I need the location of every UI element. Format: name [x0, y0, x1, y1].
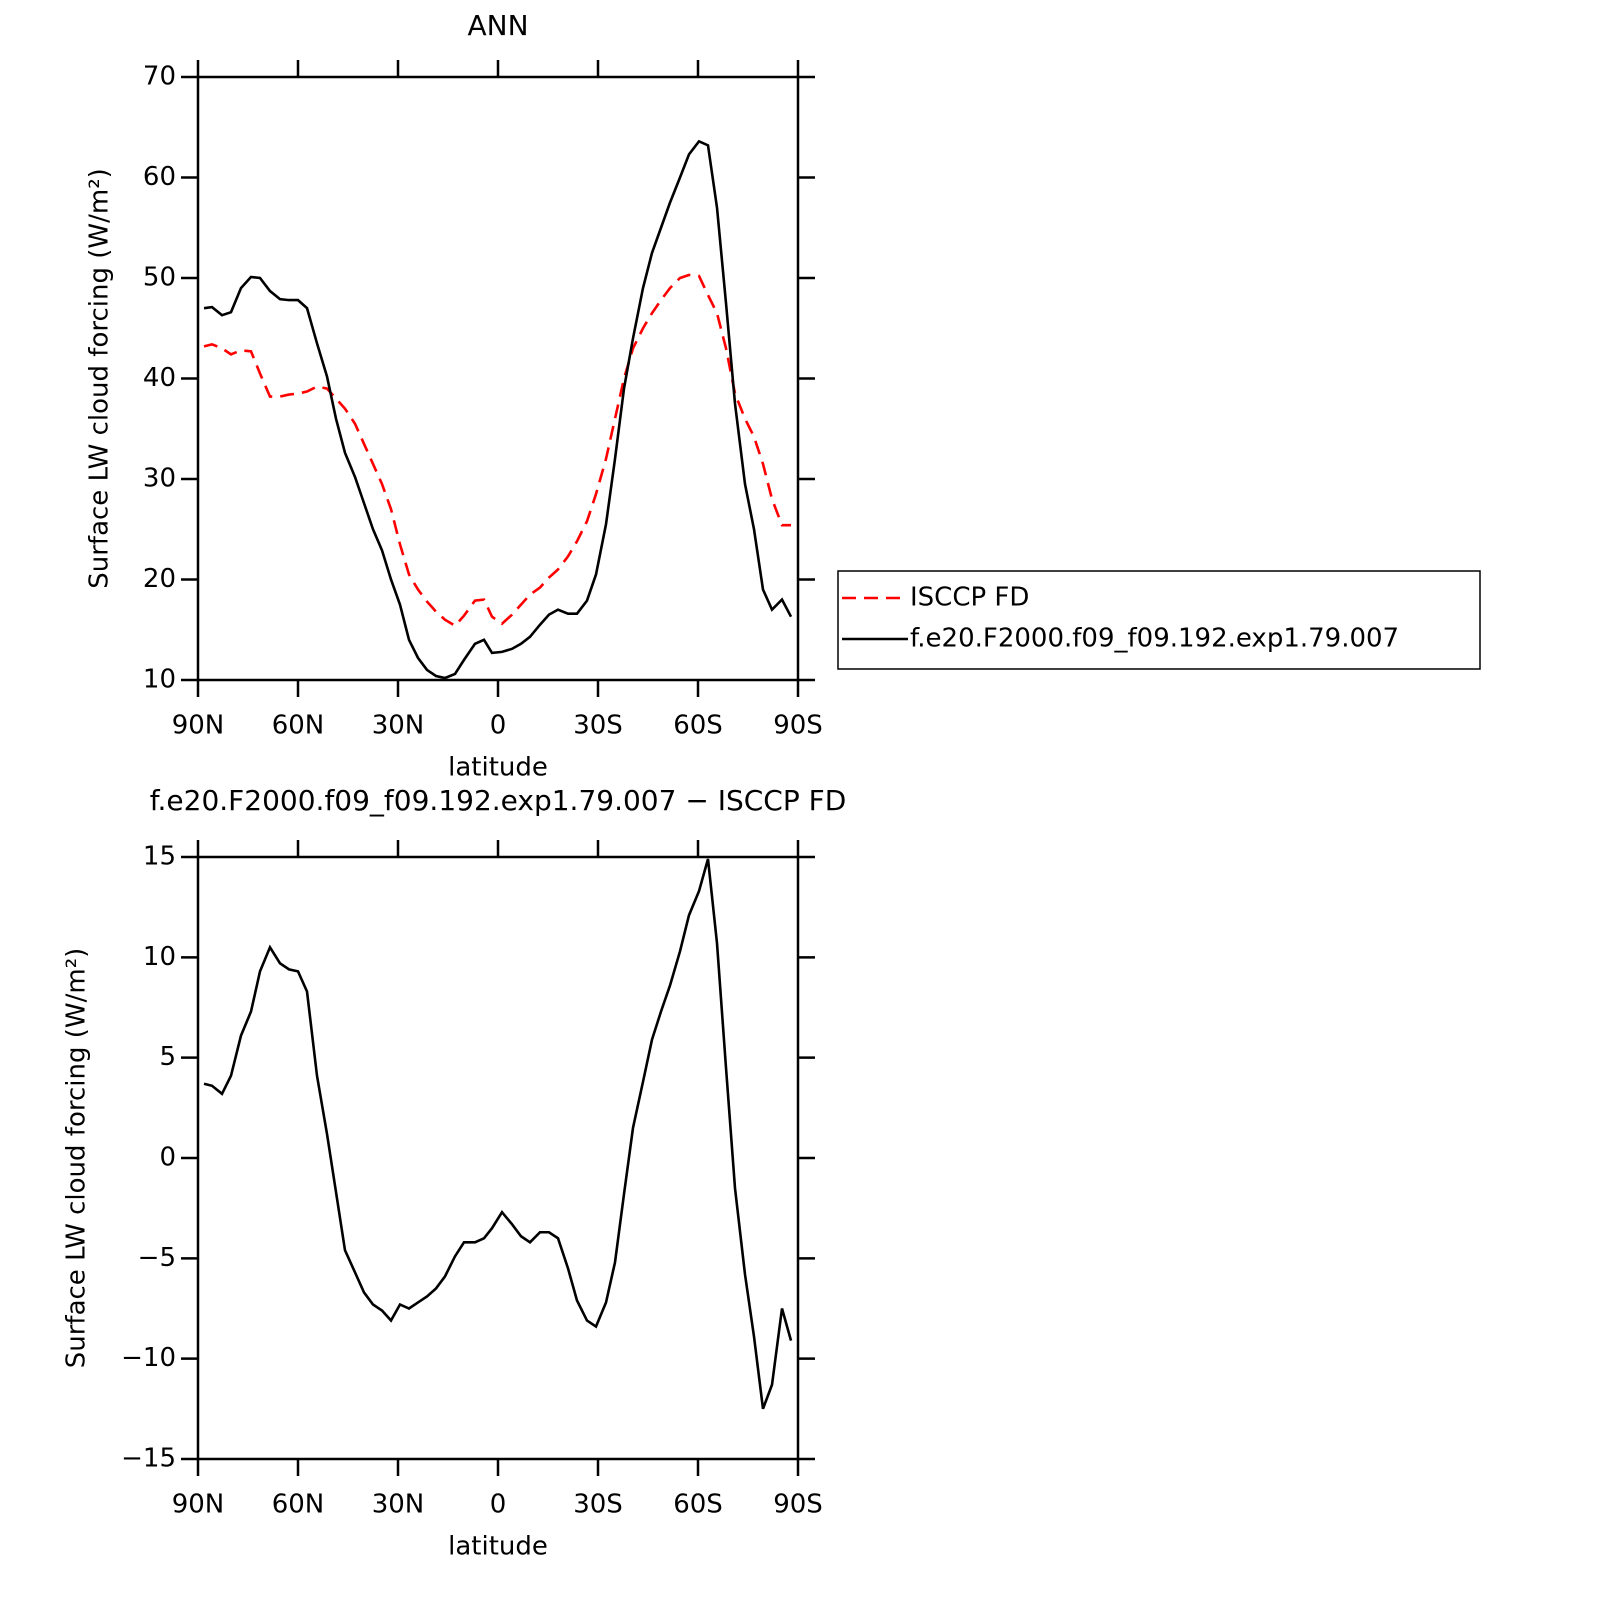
y-tick-label: 70 [143, 62, 176, 92]
y-tick-label: −5 [138, 1243, 176, 1273]
chart-title: f.e20.F2000.f09_f09.192.exp1.79.007 − IS… [150, 784, 847, 817]
x-tick-label: 0 [490, 1490, 507, 1520]
y-tick-label: 10 [143, 942, 176, 972]
y-tick-label: 20 [143, 564, 176, 594]
x-tick-label: 60S [673, 711, 723, 741]
plot-frame [196, 855, 800, 1461]
x-tick-label: 60N [272, 1490, 325, 1520]
y-axis-label: Surface LW cloud forcing (W/m²) [85, 168, 115, 589]
y-tick-label: −10 [121, 1343, 176, 1373]
data-line [203, 858, 793, 1410]
legend-box [837, 570, 1481, 670]
y-tick-label: 30 [143, 464, 176, 494]
y-tick-label: 0 [159, 1143, 176, 1173]
legend-label: f.e20.F2000.f09_f09.192.exp1.79.007 [910, 624, 1399, 654]
x-tick-label: 90N [172, 711, 225, 741]
x-tick-label: 30N [372, 711, 425, 741]
y-tick-label: 15 [143, 842, 176, 872]
y-tick-label: −15 [121, 1444, 176, 1474]
data-line [203, 273, 791, 628]
data-line [203, 139, 793, 680]
x-axis-label: latitude [448, 753, 548, 783]
plot-frame [196, 75, 800, 682]
y-axis-label: Surface LW cloud forcing (W/m²) [62, 948, 92, 1369]
x-tick-label: 30N [372, 1490, 425, 1520]
x-tick-label: 0 [490, 711, 507, 741]
y-tick-label: 50 [143, 263, 176, 293]
x-tick-label: 60N [272, 711, 325, 741]
y-tick-label: 10 [143, 665, 176, 695]
x-tick-label: 90S [773, 711, 823, 741]
x-tick-label: 30S [573, 711, 623, 741]
x-tick-label: 90S [773, 1490, 823, 1520]
x-tick-label: 90N [172, 1490, 225, 1520]
y-tick-label: 5 [159, 1042, 176, 1072]
x-tick-label: 60S [673, 1490, 723, 1520]
y-tick-label: 40 [143, 363, 176, 393]
x-axis-label: latitude [448, 1532, 548, 1562]
legend-label: ISCCP FD [910, 583, 1029, 613]
y-tick-label: 60 [143, 162, 176, 192]
chart-title: ANN [467, 9, 528, 42]
x-tick-label: 30S [573, 1490, 623, 1520]
